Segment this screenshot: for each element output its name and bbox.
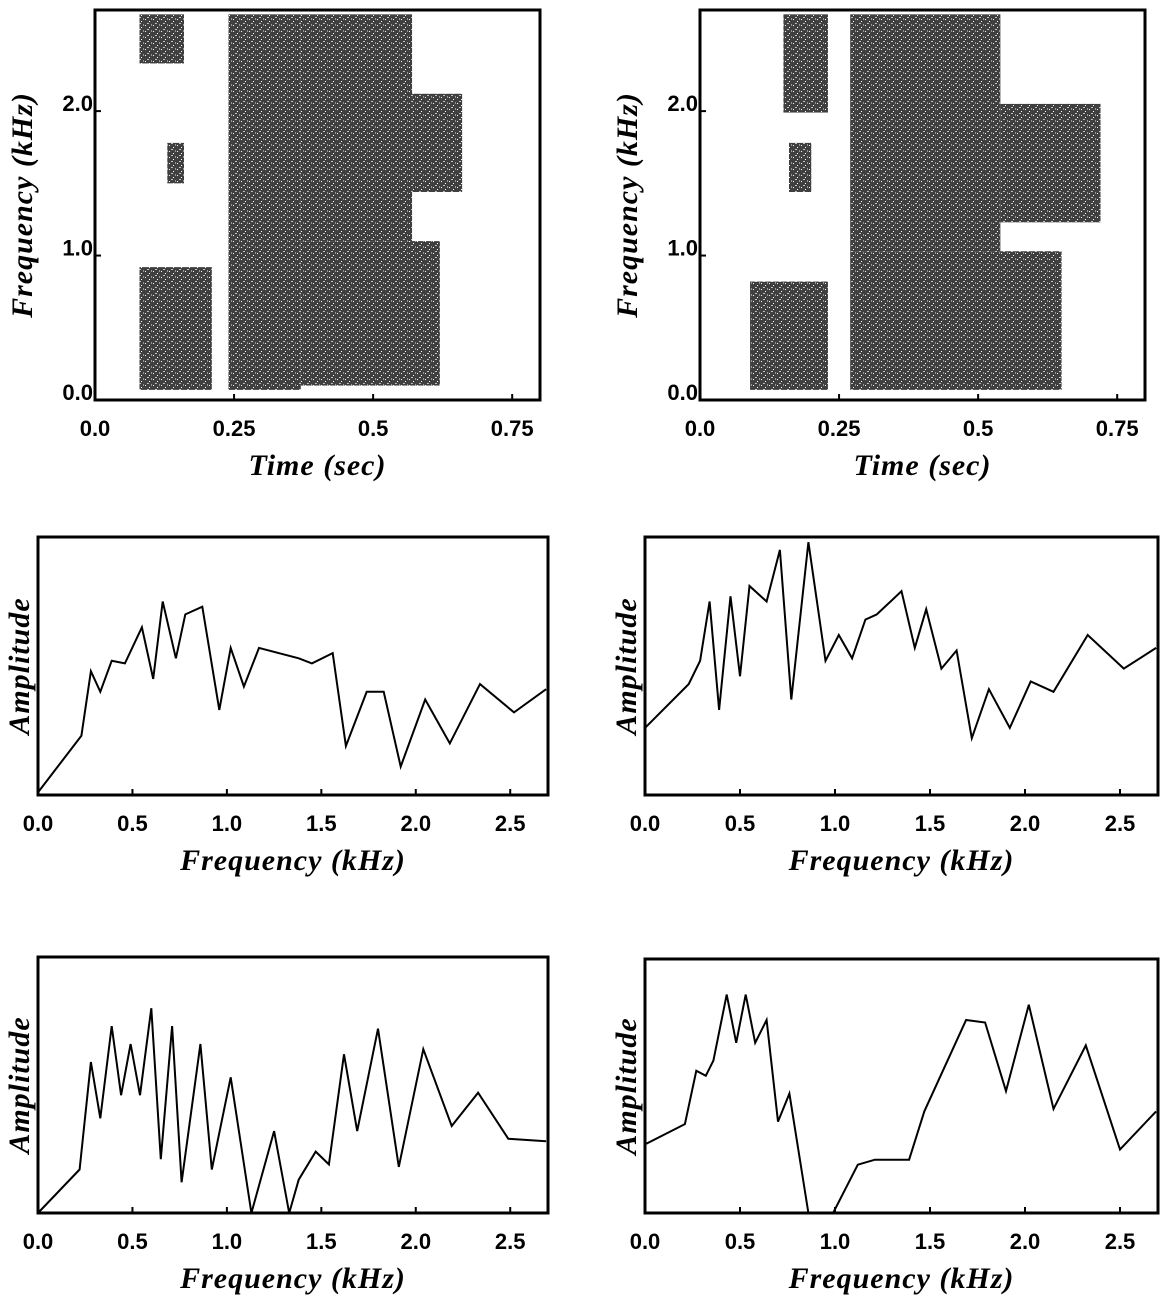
panel: 0.0 0.5 1.0 1.5 2.0 2.5 Frequency (kHz) Amplitu… (3, 955, 550, 1295)
x-tick-label: 2.0 (1010, 1229, 1041, 1254)
y-tick-label: 1.0 (667, 235, 698, 260)
x-tick-label: 0.0 (80, 416, 111, 441)
plot-frame (36, 535, 550, 797)
spectral-region (783, 14, 828, 113)
spectral-region (139, 267, 212, 390)
spectral-region (850, 14, 1001, 252)
x-axis-title: Time (sec) (854, 449, 992, 482)
x-tick-label: 2.0 (400, 1229, 431, 1254)
x-axis-title: Frequency (kHz) (179, 1262, 406, 1295)
x-tick-label: 0.75 (491, 416, 534, 441)
y-axis-title: Frequency (kHz) (611, 92, 644, 319)
x-axis-title: Frequency (kHz) (788, 844, 1015, 877)
plot-frame (93, 8, 542, 402)
spectral-region (1000, 103, 1101, 223)
x-tick-label: 0.0 (630, 1229, 661, 1254)
x-tick-label: 0.5 (725, 811, 756, 836)
x-tick-label: 2.5 (1105, 1229, 1136, 1254)
y-tick-label: 2.0 (667, 91, 698, 116)
x-tick-label: 0.75 (1096, 416, 1139, 441)
x-tick-label: 0.0 (685, 416, 716, 441)
y-axis-title: Amplitude (3, 597, 36, 736)
x-axis-title: Frequency (kHz) (788, 1262, 1015, 1295)
spectral-region (139, 14, 184, 64)
x-tick-label: 1.0 (820, 811, 851, 836)
y-axis-title: Frequency (kHz) (6, 92, 39, 319)
spectral-region (789, 142, 812, 192)
x-tick-label: 2.5 (1105, 811, 1136, 836)
x-tick-label: 1.5 (306, 811, 337, 836)
x-tick-label: 1.0 (820, 1229, 851, 1254)
x-tick-label: 1.5 (306, 1229, 337, 1254)
panel: 0.0 0.25 0.5 0.75 0.0 1.0 2.0 Time (sec) Frequen… (611, 8, 1147, 482)
y-axis-title: Amplitude (610, 1017, 643, 1156)
y-axis-title: Amplitude (3, 1016, 36, 1155)
panel: 0.0 0.5 1.0 1.5 2.0 2.5 Frequency (kHz) Amplitu… (610, 535, 1160, 877)
x-tick-label: 0.5 (358, 416, 389, 441)
x-tick-label: 0.5 (117, 811, 148, 836)
plot-frame (643, 957, 1160, 1215)
amplitude-line (644, 542, 1157, 743)
plot-frame (643, 535, 1160, 797)
spectral-region (750, 281, 828, 390)
x-tick-label: 1.0 (212, 811, 243, 836)
y-tick-label: 2.0 (62, 91, 93, 116)
x-tick-label: 0.0 (23, 1229, 54, 1254)
x-tick-label: 0.25 (213, 416, 256, 441)
x-tick-label: 2.5 (495, 1229, 526, 1254)
spectral-region (300, 14, 413, 242)
x-tick-label: 0.5 (963, 416, 994, 441)
x-axis-title: Time (sec) (249, 449, 387, 482)
spectral-region (167, 142, 184, 184)
y-tick-label: 0.0 (667, 380, 698, 405)
amplitude-line (644, 994, 1157, 1214)
x-tick-label: 2.0 (400, 811, 431, 836)
x-tick-label: 0.25 (818, 416, 861, 441)
x-tick-label: 0.5 (117, 1229, 148, 1254)
amplitude-line (37, 1008, 547, 1214)
spectral-region (850, 251, 1062, 390)
x-tick-label: 2.0 (1010, 811, 1041, 836)
y-tick-label: 0.0 (62, 380, 93, 405)
panel: 0.0 0.5 1.0 1.5 2.0 2.5 Frequency (kHz) Amplitu… (610, 957, 1160, 1295)
x-tick-label: 1.5 (915, 811, 946, 836)
y-tick-label: 1.0 (62, 235, 93, 260)
x-tick-label: 2.5 (495, 811, 526, 836)
amplitude-line (37, 601, 547, 794)
spectral-region (412, 93, 463, 192)
plot-frame (698, 8, 1147, 402)
x-axis-title: Frequency (kHz) (179, 844, 406, 877)
plot-frame (36, 955, 550, 1215)
spectral-region (228, 14, 301, 390)
x-tick-label: 0.5 (725, 1229, 756, 1254)
spectral-region (300, 241, 440, 386)
y-axis-title: Amplitude (610, 597, 643, 736)
x-tick-label: 0.0 (630, 811, 661, 836)
panel: 0.0 0.25 0.5 0.75 0.0 1.0 2.0 Time (sec) Frequen… (6, 8, 542, 482)
x-tick-label: 1.5 (915, 1229, 946, 1254)
panel: 0.0 0.5 1.0 1.5 2.0 2.5 Frequency (kHz) Amplitu… (3, 535, 550, 877)
x-tick-label: 0.0 (23, 811, 54, 836)
x-tick-label: 1.0 (212, 1229, 243, 1254)
